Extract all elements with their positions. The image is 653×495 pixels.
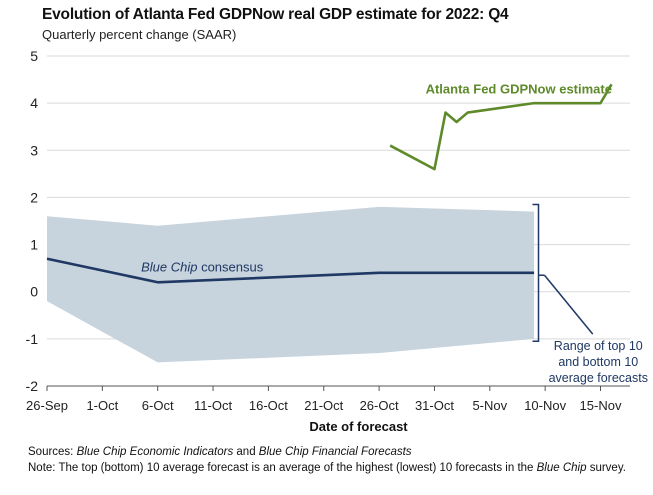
sources-and: and bbox=[233, 446, 259, 458]
note-italic: Blue Chip bbox=[536, 462, 587, 474]
x-tick-label: 26-Sep bbox=[26, 398, 68, 413]
y-tick-label: 4 bbox=[30, 95, 38, 111]
blue-chip-label-italic: Blue Chip bbox=[141, 259, 197, 274]
forecast-range-band bbox=[47, 206, 535, 363]
range-pointer-line bbox=[543, 274, 594, 335]
y-tick-label: 1 bbox=[30, 237, 38, 253]
sources-title-1: Blue Chip Economic Indicators bbox=[76, 446, 234, 458]
x-tick-label: 10-Nov bbox=[524, 398, 566, 413]
x-tick-label: 11-Oct bbox=[194, 398, 232, 413]
note-end: survey. bbox=[586, 462, 626, 474]
footnotes: Sources: Blue Chip Economic Indicators a… bbox=[28, 444, 626, 476]
x-tick-label: 15-Nov bbox=[580, 398, 622, 413]
range-label-line: average forecasts bbox=[549, 371, 648, 385]
gdpnow-label: Atlanta Fed GDPNow estimate bbox=[426, 82, 612, 97]
x-tick-label: 5-Nov bbox=[472, 398, 507, 413]
sources-title-2: Blue Chip Financial Forecasts bbox=[258, 446, 412, 458]
blue-chip-label-rest: consensus bbox=[197, 259, 263, 274]
x-tick-label: 26-Oct bbox=[360, 398, 399, 413]
y-tick-label: -2 bbox=[26, 378, 39, 394]
range-bracket bbox=[532, 203, 540, 342]
note-label: Note: bbox=[28, 462, 56, 474]
x-tick-label: 16-Oct bbox=[249, 398, 288, 413]
sources-line: Sources: Blue Chip Economic Indicators a… bbox=[28, 444, 626, 460]
blue-chip-label: Blue Chip consensus bbox=[141, 259, 264, 274]
chart-title: Evolution of Atlanta Fed GDPNow real GDP… bbox=[42, 6, 509, 23]
chart-subtitle: Quarterly percent change (SAAR) bbox=[42, 27, 237, 42]
x-tick-label: 1-Oct bbox=[86, 398, 118, 413]
y-tick-label: 2 bbox=[30, 189, 38, 205]
note-line: Note: The top (bottom) 10 average foreca… bbox=[28, 460, 626, 476]
y-tick-label: -1 bbox=[26, 331, 39, 347]
x-tick-label: 21-Oct bbox=[304, 398, 343, 413]
y-tick-label: 3 bbox=[30, 142, 38, 158]
blue-chip-line bbox=[46, 257, 535, 284]
range-label-line: Range of top 10 bbox=[554, 339, 643, 353]
gdpnow-line bbox=[389, 83, 613, 171]
y-tick-label: 5 bbox=[30, 48, 38, 64]
sources-label: Sources: bbox=[28, 446, 74, 458]
x-tick-label: 31-Oct bbox=[415, 398, 454, 413]
range-label-line: and bottom 10 bbox=[558, 355, 638, 369]
note-text: The top (bottom) 10 average forecast is … bbox=[55, 462, 537, 474]
x-axis-title: Date of forecast bbox=[309, 419, 408, 434]
y-tick-label: 0 bbox=[30, 284, 38, 300]
x-tick-label: 6-Oct bbox=[142, 398, 174, 413]
